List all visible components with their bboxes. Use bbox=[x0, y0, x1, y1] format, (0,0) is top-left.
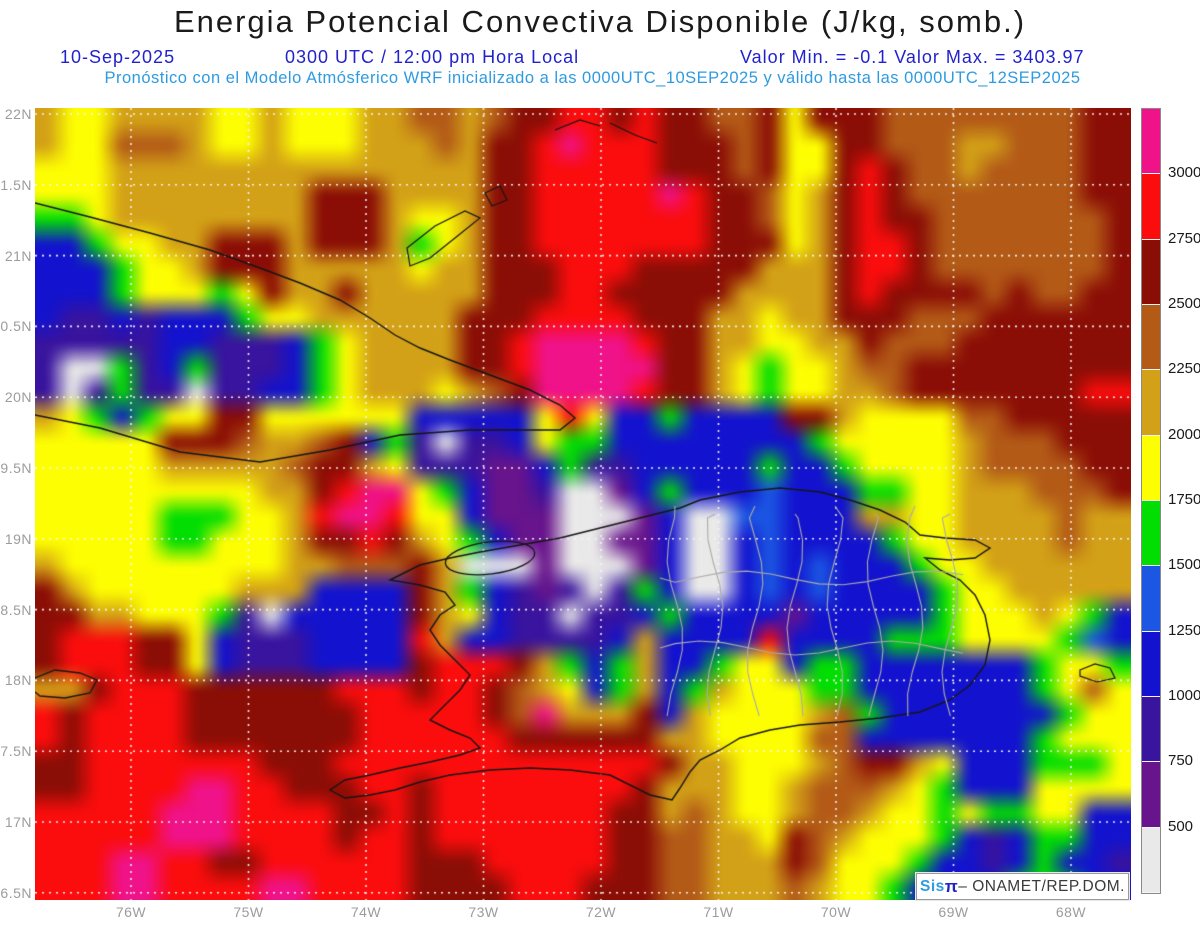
colorbar-segment bbox=[1142, 762, 1160, 828]
colorbar-tick-label: 750 bbox=[1168, 752, 1194, 770]
x-tick-label: 71W bbox=[703, 904, 734, 920]
y-tick-label: 19N bbox=[4, 530, 32, 547]
colorbar-segment bbox=[1142, 239, 1160, 305]
colorbar-segment bbox=[1142, 500, 1160, 567]
colorbar-segment bbox=[1142, 696, 1160, 763]
colorbar-tick-label: 2500 bbox=[1168, 295, 1200, 312]
colorbar-segment bbox=[1142, 435, 1160, 501]
minmax-values: Valor Min. = -0.1 Valor Max. = 3403.97 bbox=[740, 47, 1085, 67]
x-tick-label: 72W bbox=[585, 904, 617, 920]
x-tick-label: 76W bbox=[115, 904, 147, 920]
colorbar-segment bbox=[1142, 304, 1160, 371]
cape-forecast-map bbox=[35, 108, 1131, 900]
sispi-logo-text: Sis bbox=[920, 877, 945, 895]
colorbar-tick-label: 1000 bbox=[1168, 687, 1200, 704]
colorbar-tick-label: 2000 bbox=[1168, 425, 1200, 443]
colorbar-segment bbox=[1142, 566, 1160, 632]
y-tick-label: 8.5N bbox=[0, 601, 32, 618]
colorbar-segment bbox=[1142, 174, 1160, 240]
y-tick-label: 7.5N bbox=[0, 743, 32, 760]
y-tick-label: 9.5N bbox=[0, 460, 32, 476]
y-tick-label: 1.5N bbox=[0, 176, 32, 193]
y-tick-label: 17N bbox=[4, 814, 32, 830]
x-tick-label: 68W bbox=[1055, 904, 1087, 920]
credit-badge: Sis π – ONAMET/REP.DOM. bbox=[916, 873, 1129, 900]
x-tick-label: 74W bbox=[350, 904, 382, 920]
page-title: Energia Potencial Convectiva Disponible … bbox=[173, 4, 1027, 39]
colorbar-tick-label: 500 bbox=[1168, 817, 1194, 835]
colorbar-segment bbox=[1142, 827, 1160, 893]
colorbar-tick-label: 1750 bbox=[1168, 491, 1200, 508]
colorbar-tick-label: 2250 bbox=[1168, 360, 1200, 378]
y-tick-label: 20N bbox=[4, 389, 32, 406]
x-tick-label: 75W bbox=[233, 904, 264, 920]
colorbar-segment bbox=[1142, 109, 1160, 175]
y-tick-label: 6.5N bbox=[0, 884, 32, 901]
x-tick-label: 73W bbox=[468, 904, 499, 920]
pi-icon: π bbox=[944, 876, 959, 896]
colorbar-tick-label: 1500 bbox=[1168, 556, 1200, 574]
colorbar-segment bbox=[1142, 370, 1160, 436]
forecast-time: 0300 UTC / 12:00 pm Hora Local bbox=[285, 47, 580, 67]
y-tick-label: 21N bbox=[4, 247, 32, 264]
colorbar-segment bbox=[1142, 631, 1160, 697]
credit-text: – ONAMET/REP.DOM. bbox=[958, 877, 1125, 895]
y-tick-label: 22N bbox=[4, 106, 32, 122]
colorbar-tick-label: 1250 bbox=[1168, 621, 1200, 639]
forecast-date: 10-Sep-2025 bbox=[60, 47, 176, 67]
colorbar-tick-label: 2750 bbox=[1168, 229, 1200, 247]
x-tick-label: 69W bbox=[938, 904, 969, 920]
colorbar-tick-label: 3000 bbox=[1168, 164, 1200, 182]
cape-colorbar bbox=[1141, 108, 1161, 894]
y-tick-label: 18N bbox=[4, 672, 32, 689]
model-info-line: Pronóstico con el Modelo Atmósferico WRF… bbox=[104, 69, 1081, 87]
x-tick-label: 70W bbox=[820, 904, 852, 920]
y-tick-label: 0.5N bbox=[0, 318, 32, 335]
